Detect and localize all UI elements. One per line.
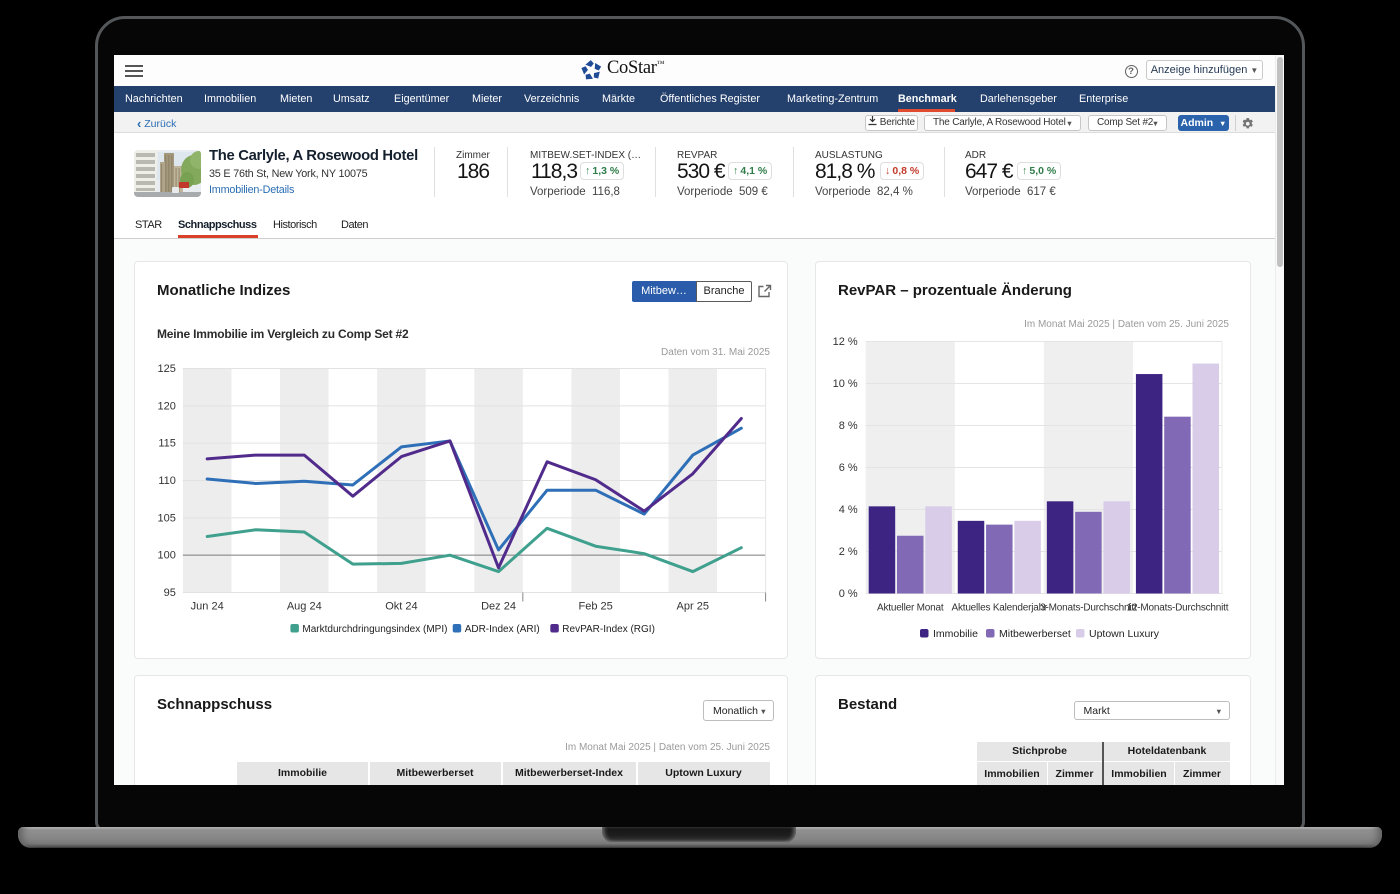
- svg-text:Apr 25: Apr 25: [677, 601, 709, 613]
- svg-text:3-Monats-Durchschnitt: 3-Monats-Durchschnitt: [1040, 603, 1137, 614]
- svg-text:100: 100: [158, 550, 176, 562]
- svg-text:8 %: 8 %: [839, 420, 858, 432]
- svg-text:10 %: 10 %: [833, 378, 858, 390]
- svg-text:95: 95: [164, 587, 176, 599]
- svg-text:105: 105: [158, 512, 176, 524]
- svg-text:Jun 24: Jun 24: [191, 601, 224, 613]
- svg-text:6 %: 6 %: [839, 462, 858, 474]
- svg-text:Marktdurchdringungsindex (MPI): Marktdurchdringungsindex (MPI): [302, 624, 447, 635]
- svg-text:Feb 25: Feb 25: [579, 601, 613, 613]
- svg-text:2 %: 2 %: [839, 546, 858, 558]
- svg-text:0 %: 0 %: [839, 588, 858, 600]
- svg-text:Aug 24: Aug 24: [287, 601, 322, 613]
- svg-text:125: 125: [158, 363, 176, 375]
- svg-text:Okt 24: Okt 24: [385, 601, 417, 613]
- svg-text:ADR-Index (ARI): ADR-Index (ARI): [465, 624, 540, 635]
- svg-text:Aktueller Monat: Aktueller Monat: [877, 603, 944, 614]
- svg-text:115: 115: [158, 438, 176, 450]
- svg-text:Mitbewerberset: Mitbewerberset: [999, 628, 1071, 640]
- svg-text:12-Monats-Durchschnitt: 12-Monats-Durchschnitt: [1127, 603, 1229, 614]
- svg-text:Uptown Luxury: Uptown Luxury: [1089, 628, 1160, 640]
- svg-text:Aktuelles Kalenderjahr: Aktuelles Kalenderjahr: [951, 603, 1048, 614]
- svg-text:110: 110: [158, 475, 176, 487]
- svg-text:120: 120: [158, 400, 176, 412]
- svg-text:Immobilie: Immobilie: [933, 628, 978, 640]
- svg-text:Dez 24: Dez 24: [481, 601, 516, 613]
- svg-text:4 %: 4 %: [839, 504, 858, 516]
- svg-text:RevPAR-Index (RGI): RevPAR-Index (RGI): [562, 624, 655, 635]
- svg-text:12 %: 12 %: [833, 336, 858, 348]
